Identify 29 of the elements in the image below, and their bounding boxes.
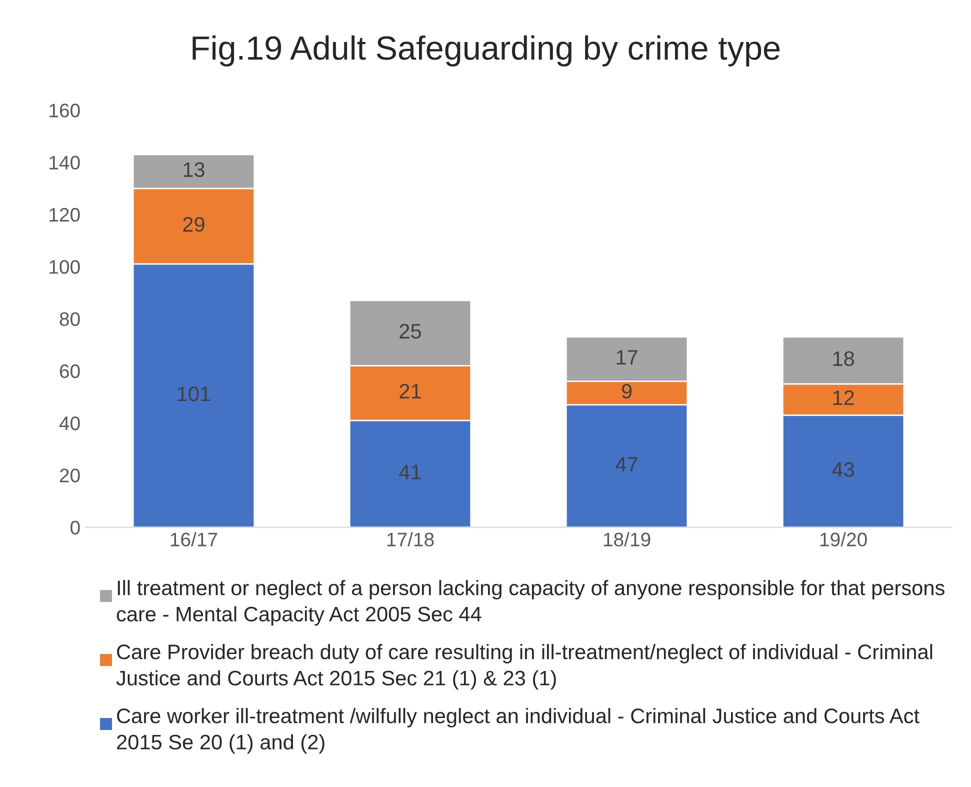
y-tick-label: 160 — [50, 104, 80, 118]
data-label: 43 — [832, 462, 854, 477]
data-label: 13 — [184, 162, 204, 178]
y-tick-label: 60 — [60, 364, 80, 378]
x-tick-label: 18/19 — [604, 532, 650, 546]
x-tick-label: 16/17 — [170, 532, 218, 546]
y-tick-label: 0 — [70, 520, 80, 535]
y-tick-label: 100 — [50, 260, 80, 274]
legend-label: Care Provider breach duty of care resulting in ill-treatment/neglect of individual - Criminal Justice and Courts Act 2015 Sec 21 (1) & 23 (1) — [116, 644, 932, 690]
chart-title: Fig.19 Adult Safeguarding by crime type — [192, 35, 780, 66]
y-tick-label: 40 — [59, 416, 80, 430]
data-label: 25 — [400, 324, 421, 339]
data-label: 18 — [833, 351, 854, 366]
data-label: 9 — [622, 384, 632, 399]
y-tick-label: 20 — [60, 468, 80, 482]
legend-label: Ill treatment or neglect of a person lacking capacity of anyone responsible for that persons care - Mental Capacity Act 2005 Sec 44 — [116, 580, 944, 626]
data-label: 101 — [178, 386, 210, 402]
data-label: 12 — [833, 390, 854, 405]
y-tick-label: 140 — [50, 156, 80, 170]
x-tick-label: 17/18 — [387, 532, 434, 546]
y-tick-label: 120 — [50, 208, 80, 222]
y-tick-label: 80 — [60, 312, 80, 326]
data-label: 41 — [399, 464, 421, 480]
legend-label: Care worker ill-treatment /wilfully neglect an individual - Criminal Justice and Courts Act 2015 Se 20 (1) and (2) — [117, 708, 920, 754]
data-label: 29 — [183, 217, 204, 232]
x-tick-label: 19/20 — [820, 532, 867, 546]
data-label: 47 — [616, 457, 638, 472]
data-label: 17 — [616, 350, 638, 365]
data-label: 21 — [400, 384, 421, 398]
